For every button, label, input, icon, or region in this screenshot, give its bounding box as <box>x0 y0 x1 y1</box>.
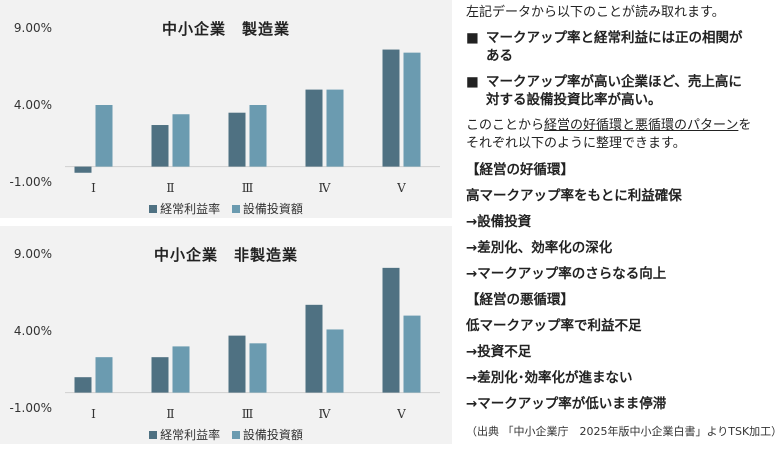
bullet-text: マークアップ率が高い企業ほど、売上高に 対する設備投資比率が高い。 <box>486 73 742 109</box>
summary-pre: このことから <box>466 118 545 133</box>
x-tick-label: Ⅱ <box>166 181 174 195</box>
cycle-line: 低マークアップ率で利益不足 <box>466 318 642 334</box>
bullet-text-line1: マークアップ率と経常利益には正の相関が <box>486 30 743 46</box>
legend-swatch <box>231 204 240 213</box>
bar-setsubi-toshi <box>95 357 113 393</box>
chart-manufacturing: 9.00% 4.00% -1.00% Ⅰ Ⅱ Ⅲ Ⅳ Ⅴ 中小企業 製造業 経常利益率 設備投… <box>0 0 452 218</box>
intro-text: 左記データから以下のことが読み取れます。 <box>466 5 725 20</box>
chart-manufacturing-plot: 9.00% 4.00% -1.00% Ⅰ Ⅱ Ⅲ Ⅳ Ⅴ <box>10 21 440 195</box>
x-tick-label: Ⅰ <box>91 181 96 195</box>
y-tick-label: 4.00% <box>14 98 52 112</box>
bar-setsubi-toshi <box>249 343 267 393</box>
legend-label: 設備投資額 <box>242 202 303 216</box>
summary-underlined: 経営の好循環と悪循環のパターン <box>544 118 739 133</box>
chart-title: 中小企業 製造業 <box>161 20 290 38</box>
bar-setsubi-toshi <box>172 114 190 167</box>
summary-post: を <box>738 118 752 133</box>
bullet-correlation: ■ マークアップ率と経常利益には正の相関が ある <box>466 29 778 65</box>
legend-item-series1: 経常利益率 <box>149 200 220 217</box>
bullet-square-icon: ■ <box>466 74 479 90</box>
bullet-square-icon: ■ <box>466 30 479 46</box>
legend-swatch <box>149 204 158 213</box>
summary-paragraph: このことから経営の好循環と悪循環のパターンをそれぞれ以下のように整理できます。 <box>466 117 778 153</box>
legend-swatch <box>149 430 158 439</box>
cycle-line: →マークアップ率が低いまま停滞 <box>466 396 667 412</box>
summary-line2: それぞれ以下のように整理できます。 <box>466 136 686 151</box>
bar-keijo-rieki <box>74 166 92 173</box>
cycle-line: →差別化、効率化の深化 <box>466 240 613 256</box>
bar-setsubi-toshi <box>326 329 344 393</box>
chart-title: 中小企業 非製造業 <box>153 246 298 264</box>
cycle-line: →投資不足 <box>466 344 532 360</box>
chart-legend: 経常利益率 設備投資額 <box>0 200 452 217</box>
bar-keijo-rieki <box>382 267 400 393</box>
y-tick-label: -1.00% <box>10 401 52 415</box>
bar-setsubi-toshi <box>95 105 113 167</box>
x-tick-label: Ⅰ <box>91 407 96 421</box>
bar-keijo-rieki <box>228 335 246 393</box>
legend-item-series1: 経常利益率 <box>149 426 220 443</box>
bar-keijo-rieki <box>228 112 246 167</box>
bar-setsubi-toshi <box>172 346 190 393</box>
chart-non-manufacturing: 9.00% 4.00% -1.00% Ⅰ Ⅱ Ⅲ Ⅳ Ⅴ 中小企業 非製造業 経常利益率 設備… <box>0 226 452 444</box>
cycle-line: 高マークアップ率をもとに利益確保 <box>466 188 682 204</box>
bullet-text: マークアップ率と経常利益には正の相関が ある <box>486 29 743 65</box>
chart-legend: 経常利益率 設備投資額 <box>0 426 452 443</box>
x-tick-label: Ⅲ <box>242 181 254 195</box>
explanation-panel: 左記データから以下のことが読み取れます。 ■ マークアップ率と経常利益には正の相… <box>466 4 780 441</box>
x-tick-label: Ⅳ <box>319 181 332 195</box>
bar-keijo-rieki <box>151 357 169 393</box>
legend-label: 経常利益率 <box>160 202 221 216</box>
bar-keijo-rieki <box>305 304 323 393</box>
bar-setsubi-toshi <box>403 315 421 393</box>
cycle-line: →マークアップ率のさらなる向上 <box>466 266 667 282</box>
x-tick-label: Ⅳ <box>319 407 332 421</box>
x-tick-label: Ⅱ <box>166 407 174 421</box>
cycle-line: →設備投資 <box>466 214 532 230</box>
x-tick-label: Ⅴ <box>396 181 406 195</box>
bar-setsubi-toshi <box>403 52 421 167</box>
bar-keijo-rieki <box>305 89 323 167</box>
cycle-list: 【経営の好循環】 高マークアップ率をもとに利益確保 →設備投資 →差別化、効率化… <box>466 159 778 419</box>
source-note: （出典 「中小企業庁 2025年版中小企業白書」よりTSK加工） <box>466 425 780 438</box>
cycle-line: 【経営の悪循環】 <box>466 292 574 308</box>
y-tick-label: 4.00% <box>14 324 52 338</box>
y-tick-label: 9.00% <box>14 21 52 35</box>
legend-label: 経常利益率 <box>160 428 221 442</box>
legend-label: 設備投資額 <box>242 428 303 442</box>
legend-item-series2: 設備投資額 <box>231 426 303 443</box>
bar-setsubi-toshi <box>326 89 344 167</box>
x-tick-label: Ⅴ <box>396 407 406 421</box>
bar-keijo-rieki <box>151 125 169 167</box>
bullet-text-line1: マークアップ率が高い企業ほど、売上高に <box>486 74 742 90</box>
chart-non-manufacturing-plot: 9.00% 4.00% -1.00% Ⅰ Ⅱ Ⅲ Ⅳ Ⅴ <box>10 247 440 421</box>
bar-keijo-rieki <box>382 49 400 167</box>
cycle-line: 【経営の好循環】 <box>466 162 574 178</box>
cycle-line: →差別化･効率化が進まない <box>466 370 633 386</box>
y-tick-label: -1.00% <box>10 175 52 189</box>
bullet-investment: ■ マークアップ率が高い企業ほど、売上高に 対する設備投資比率が高い。 <box>466 73 778 109</box>
y-tick-label: 9.00% <box>14 247 52 261</box>
x-tick-label: Ⅲ <box>242 407 254 421</box>
bullet-text-line2: ある <box>486 48 513 64</box>
legend-item-series2: 設備投資額 <box>231 200 303 217</box>
bar-setsubi-toshi <box>249 105 267 167</box>
bar-keijo-rieki <box>74 377 92 393</box>
legend-swatch <box>231 430 240 439</box>
bullet-text-line2: 対する設備投資比率が高い。 <box>486 92 662 108</box>
